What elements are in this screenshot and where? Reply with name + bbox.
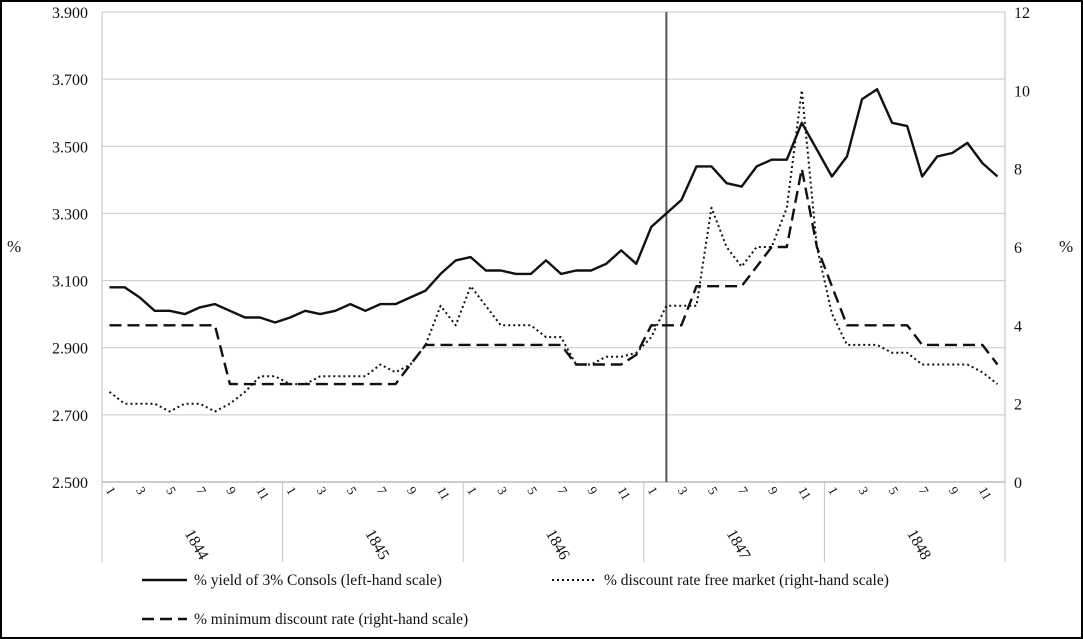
- month-tick-label: 5: [344, 484, 360, 497]
- month-tick-label: 11: [795, 484, 814, 502]
- month-tick-label: 1: [284, 484, 300, 497]
- month-tick-label: 5: [705, 484, 721, 497]
- month-tick-label: 7: [735, 484, 751, 498]
- month-tick-label: 9: [765, 484, 781, 497]
- left-axis-unit: %: [7, 237, 21, 256]
- right-axis-ticks: 0 2 4 6 8 10 12: [1014, 5, 1030, 492]
- left-tick-label: 3.900: [52, 5, 88, 22]
- month-tick-label: 11: [434, 484, 453, 502]
- right-tick-label: 10: [1014, 83, 1030, 100]
- month-tick-label: 9: [404, 484, 420, 497]
- legend-label: % discount rate free market (right-hand …: [604, 572, 889, 589]
- left-tick-label: 3.100: [52, 274, 88, 291]
- month-tick-label: 5: [886, 484, 902, 497]
- month-tick-label: 9: [946, 484, 962, 497]
- series-line-solid: [109, 87, 999, 324]
- month-tick-label: 7: [193, 484, 209, 498]
- left-tick-label: 3.500: [52, 139, 88, 156]
- grid-lines: [102, 11, 1005, 416]
- month-tick-label: 1: [464, 484, 480, 497]
- series-line-dotted: [108, 89, 999, 413]
- month-tick-label: 1: [645, 484, 661, 497]
- right-tick-label: 0: [1014, 475, 1022, 492]
- month-tick-label: 5: [524, 484, 540, 497]
- month-tick-label: 3: [675, 484, 691, 497]
- month-tick-label: 11: [615, 484, 634, 502]
- month-tick-label: 5: [163, 484, 179, 497]
- month-tick-label: 1: [825, 484, 841, 497]
- year-label: 1848: [903, 527, 934, 563]
- right-tick-label: 8: [1014, 162, 1022, 179]
- right-tick-label: 12: [1014, 5, 1030, 22]
- year-label: 1844: [181, 527, 212, 563]
- left-tick-label: 2.700: [52, 408, 88, 425]
- month-tick-label: 11: [253, 484, 272, 502]
- right-tick-label: 4: [1014, 318, 1022, 335]
- month-tick-label: 1: [103, 484, 119, 497]
- series-line-dashed: [109, 167, 999, 386]
- left-tick-label: 3.700: [52, 72, 88, 89]
- month-tick-label: 3: [855, 484, 871, 497]
- year-label: 1845: [361, 527, 392, 563]
- left-axis-ticks: 2.500 2.700 2.900 3.100 3.300 3.500 3.700 3.900: [52, 5, 88, 492]
- right-tick-label: 6: [1014, 240, 1022, 257]
- right-tick-label: 2: [1014, 397, 1022, 414]
- month-tick-label: 7: [916, 484, 932, 498]
- right-axis-unit: %: [1059, 237, 1073, 256]
- axis-frame: [101, 12, 1006, 483]
- series-lines: [108, 87, 999, 413]
- month-tick-label: 9: [585, 484, 601, 497]
- legend: % yield of 3% Consols (left-hand scale)%…: [142, 572, 889, 628]
- legend-label: % minimum discount rate (right-hand scal…: [194, 611, 468, 628]
- left-tick-label: 2.500: [52, 475, 88, 492]
- month-tick-label: 7: [554, 484, 570, 498]
- year-label: 1847: [723, 527, 754, 563]
- month-tick-label: 3: [133, 484, 149, 497]
- year-label: 1846: [542, 527, 573, 563]
- month-tick-label: 3: [494, 484, 510, 497]
- month-tick-label: 11: [976, 484, 995, 502]
- left-tick-label: 3.300: [52, 206, 88, 223]
- legend-label: % yield of 3% Consols (left-hand scale): [194, 572, 442, 589]
- left-tick-label: 2.900: [52, 341, 88, 358]
- month-tick-label: 3: [314, 484, 330, 497]
- month-tick-label: 9: [223, 484, 239, 497]
- month-tick-label: 7: [374, 484, 390, 498]
